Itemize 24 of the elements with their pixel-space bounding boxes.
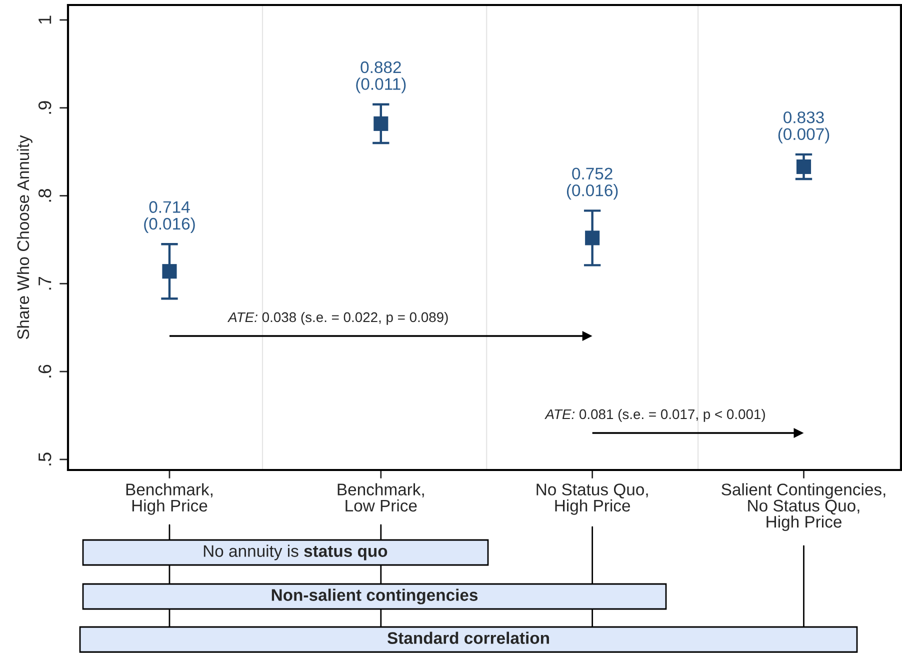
x-tick-label: Salient Contingencies, No Status Quo, High Price [722, 483, 886, 532]
data-label: 0.833 (0.007) [778, 111, 830, 144]
x-tick-label: Benchmark, Low Price [338, 483, 424, 512]
annotation: ATE: 0.038 (s.e. = 0.022, p = 0.089) [227, 312, 448, 325]
y-tick-label: .9 [38, 101, 52, 114]
y-tick-label: 1 [38, 16, 52, 24]
x-tick-label: Benchmark, High Price [126, 483, 212, 515]
text: Standard correlation [387, 632, 549, 644]
point [162, 264, 177, 279]
y-axis-title: Share Who Choose Annuity [16, 135, 32, 340]
data-label: 0.882 (0.011) [356, 61, 406, 94]
text: Non-salient contingencies [272, 588, 478, 604]
y-tick-label: .8 [38, 189, 52, 202]
y-tick-label: .6 [38, 364, 52, 378]
data-label: 0.752 (0.016) [566, 168, 618, 200]
y-tick-label: .7 [38, 277, 52, 290]
text: No annuity is status quo [204, 544, 388, 560]
data-label: 0.714 (0.016) [144, 201, 195, 233]
annotation: ATE: 0.081 (s.e. = 0.017, p < 0.001) [544, 408, 765, 422]
point [796, 159, 812, 174]
point [374, 116, 388, 131]
point [585, 230, 600, 246]
y-tick-label: .5 [38, 452, 52, 466]
x-tick-label: No Status Quo, High Price [536, 484, 648, 515]
